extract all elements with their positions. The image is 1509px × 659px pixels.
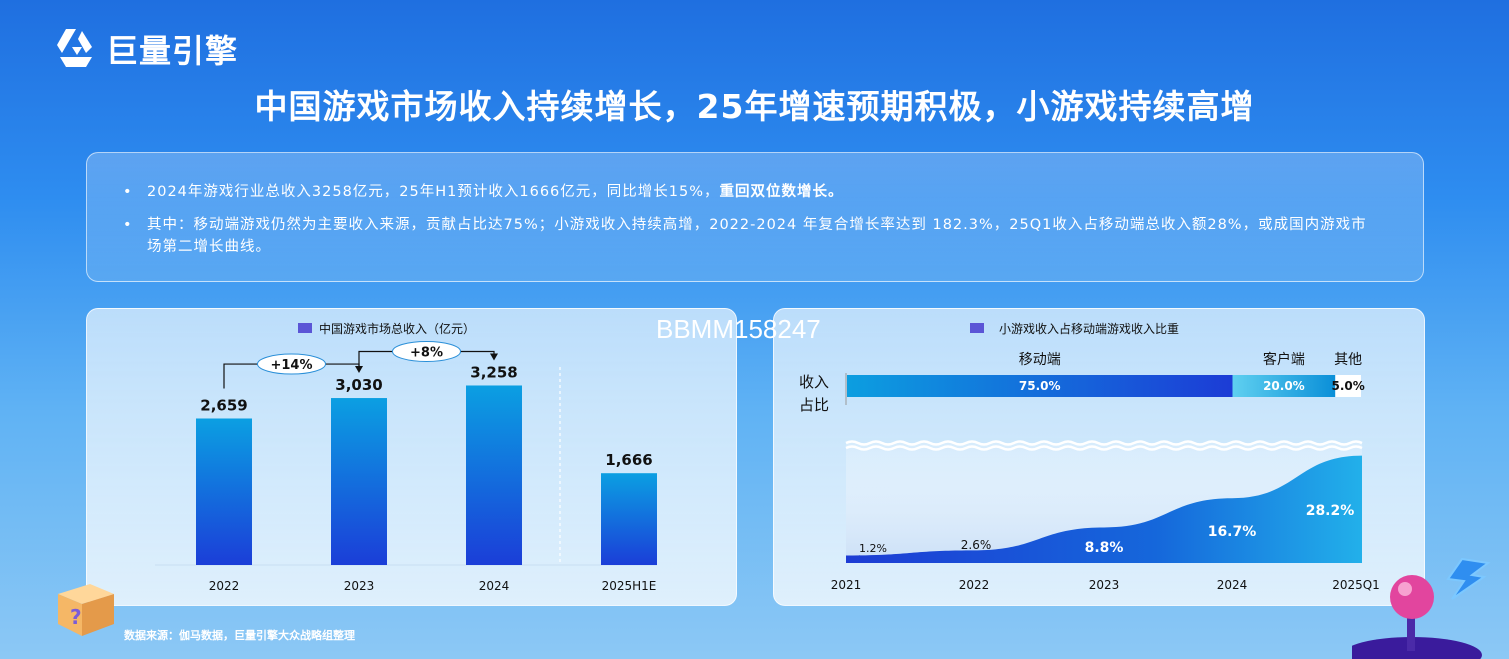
watermark-id: BBMM158247 <box>656 314 821 344</box>
share-segment-0 <box>847 375 1233 397</box>
svg-text:?: ? <box>70 605 82 629</box>
x-tick-label: 2022 <box>209 579 240 593</box>
x-tick-label: 2023 <box>344 579 375 593</box>
x-tick-label: 2024 <box>1217 578 1248 592</box>
share-segment-value: 5.0% <box>1332 379 1365 393</box>
share-segment-name: 其他 <box>1334 352 1362 368</box>
share-area <box>846 455 1362 563</box>
bar-value-label: 1,666 <box>605 451 652 469</box>
summary-bullet-2-text: 其中：移动端游戏仍然为主要收入来源，贡献占比达75%；小游戏收入持续高增，202… <box>147 217 1367 255</box>
area-value-label: 28.2% <box>1306 503 1355 519</box>
revenue-bar-chart: 中国游戏市场总收入（亿元） 2,659 2022 3,030 2023 3,258 202… <box>155 321 657 593</box>
mini-game-share-chart: 小游戏收入占移动端游戏收入比重 收入 占比 75.0% 移动端 20.0% 客户端 5.… <box>799 321 1380 592</box>
legend-swatch <box>298 323 312 333</box>
area-value-label: 1.2% <box>859 542 887 555</box>
summary-bullet-1-highlight: 重回双位数增长。 <box>719 184 844 200</box>
bar-value-label: 3,030 <box>335 376 382 394</box>
share-segment-2 <box>1335 375 1361 397</box>
bullet-dot: • <box>123 184 133 200</box>
chart-legend: 小游戏收入占移动端游戏收入比重 <box>999 321 1179 336</box>
bar-value-label: 2,659 <box>200 396 247 414</box>
mystery-box-icon: ? <box>58 584 114 636</box>
growth-badge <box>392 340 461 362</box>
share-segment-value: 75.0% <box>1019 379 1061 393</box>
growth-arrowhead <box>355 366 363 374</box>
growth-label: +8% <box>410 345 443 360</box>
area-value-label: 16.7% <box>1208 524 1257 540</box>
revenue-chart-panel: 中国游戏市场总收入（亿元） 2,659 2022 3,030 2023 3,258 202… <box>86 308 737 606</box>
share-segment-name: 移动端 <box>1019 352 1061 368</box>
mini-game-share-panel: 小游戏收入占移动端游戏收入比重 收入 占比 75.0% 移动端 20.0% 客户端 5.… <box>773 308 1425 606</box>
x-tick-label: 2022 <box>959 578 990 592</box>
joystick-icon <box>1352 575 1482 659</box>
brand-logo: 巨量引擎 <box>52 24 238 74</box>
summary-box: • 2024年游戏行业总收入3258亿元，25年H1预计收入1666亿元，同比增… <box>86 152 1424 282</box>
brand-name: 巨量引擎 <box>106 32 239 70</box>
x-tick-label: 2025H1E <box>602 579 657 593</box>
growth-label: +14% <box>270 358 312 373</box>
share-segment-name: 客户端 <box>1263 351 1305 368</box>
bullet-dot: • <box>123 217 133 233</box>
data-source-note: 数据来源：伽马数据，巨量引擎大众战略组整理 <box>124 629 355 642</box>
x-tick-label: 2024 <box>479 579 510 593</box>
bar-2023 <box>331 398 387 565</box>
break-wave-top <box>845 440 1363 446</box>
brand-logo-icon <box>57 29 92 67</box>
x-tick-label: 2025Q1 <box>1332 578 1380 592</box>
bar-2025H1E <box>601 473 657 565</box>
growth-arrowhead <box>490 353 498 361</box>
share-segment-1 <box>1232 375 1336 397</box>
lightning-icon <box>1446 557 1491 600</box>
share-segment-value: 20.0% <box>1263 379 1305 393</box>
bar-value-label: 3,258 <box>470 363 517 381</box>
legend-swatch <box>970 323 984 333</box>
share-row-label-line1: 收入 <box>799 373 829 391</box>
summary-bullet-1-text: 2024年游戏行业总收入3258亿元，25年H1预计收入1666亿元，同比增长1… <box>147 184 720 200</box>
break-wave-bottom <box>845 445 1363 451</box>
area-value-label: 2.6% <box>961 538 992 552</box>
area-value-label: 8.8% <box>1085 540 1124 556</box>
growth-badge <box>257 353 326 375</box>
x-tick-label: 2023 <box>1089 578 1120 592</box>
page-title: 中国游戏市场收入持续增长，25年增速预期积极，小游戏持续高增 <box>254 87 1255 126</box>
x-tick-label: 2021 <box>831 578 862 592</box>
bar-2022 <box>196 418 252 565</box>
chart-legend: 中国游戏市场总收入（亿元） <box>319 321 475 336</box>
bar-2024 <box>466 385 522 565</box>
share-row-label-line2: 占比 <box>799 396 829 414</box>
